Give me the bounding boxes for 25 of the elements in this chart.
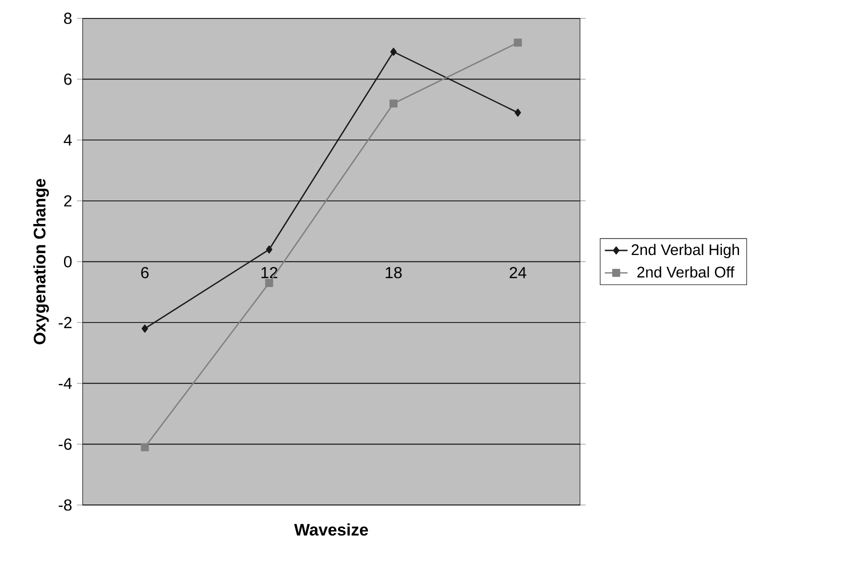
x-tick-label: 18 <box>386 266 402 278</box>
x-tick-label: 12 <box>261 266 278 278</box>
point <box>265 278 274 287</box>
x-tick-label: 24 <box>510 266 526 278</box>
x-axis-title: Wavesize <box>294 523 368 536</box>
point <box>389 100 398 108</box>
y-tick-label: 2 <box>64 195 72 206</box>
y-tick-label: -8 <box>58 499 72 511</box>
point <box>140 443 149 452</box>
x-tick-label: 6 <box>141 266 149 278</box>
y-tick-label: -2 <box>58 316 72 328</box>
y-tick-label: 6 <box>64 74 72 85</box>
y-tick-label: -4 <box>58 378 72 389</box>
point <box>514 108 521 117</box>
y-tick-label: -6 <box>58 438 72 450</box>
y-tick-label: 8 <box>64 12 72 24</box>
legend-label: 2nd Verbal High <box>632 244 739 258</box>
point <box>142 324 148 333</box>
point <box>266 246 272 254</box>
y-axis-title: Oxygenation Change <box>33 178 49 344</box>
legend-label: 2nd Verbal Off <box>637 266 734 278</box>
y-tick-label: 0 <box>64 256 72 268</box>
point <box>390 48 397 56</box>
point <box>514 38 522 47</box>
y-tick-label: 4 <box>64 134 72 146</box>
